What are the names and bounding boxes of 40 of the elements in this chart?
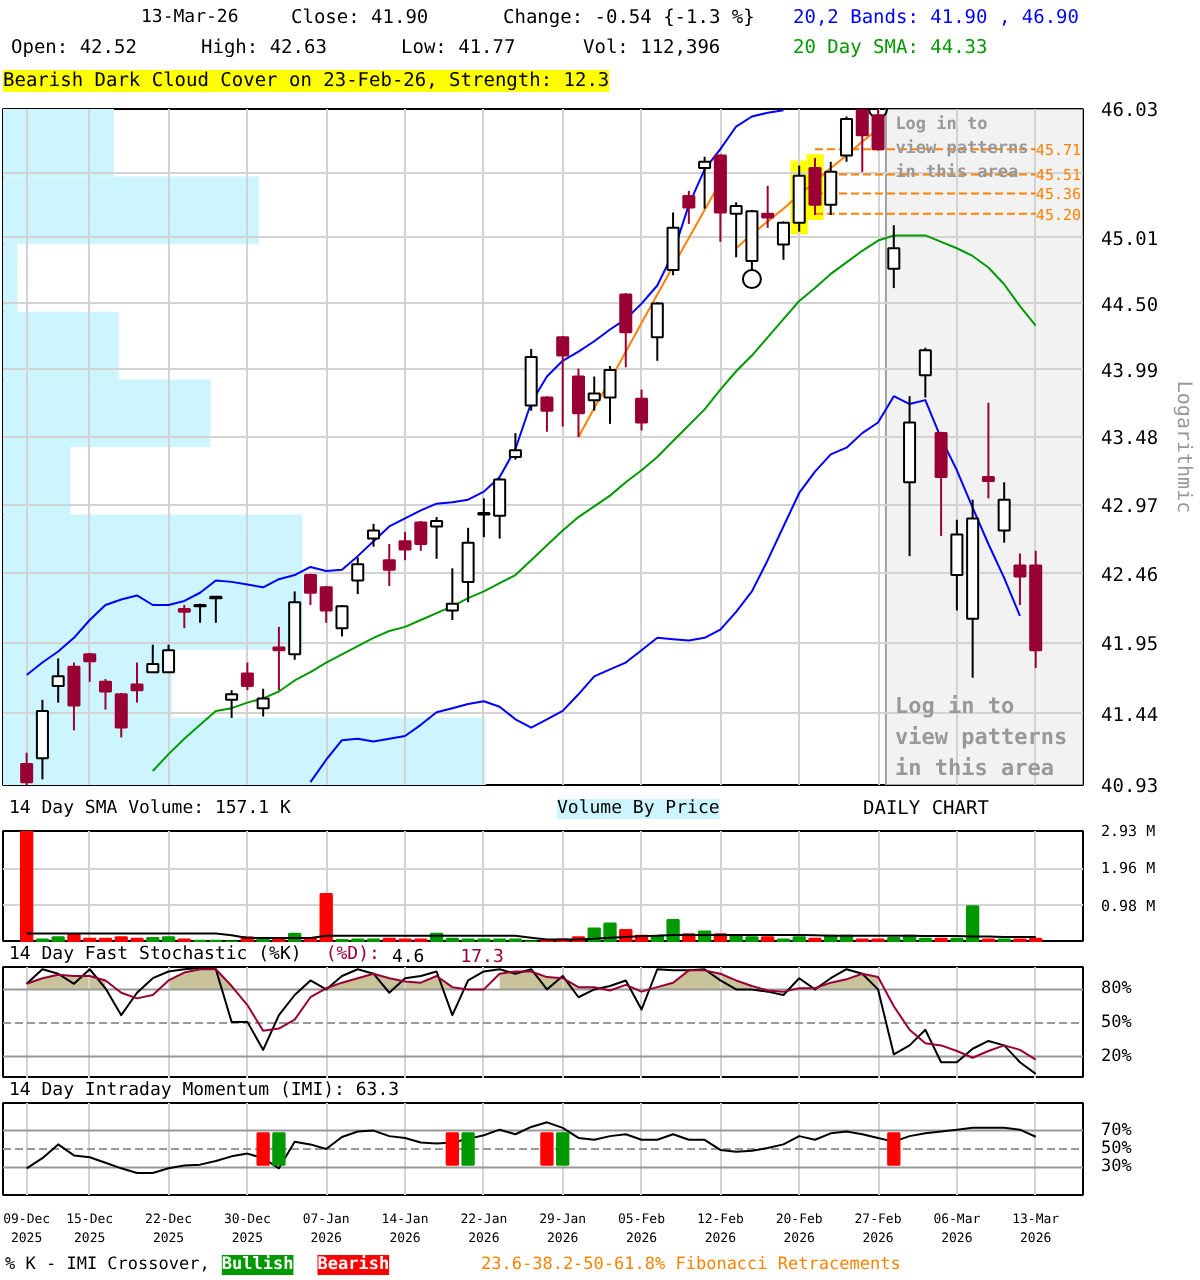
- y-tick-label: 50%: [1101, 1139, 1132, 1159]
- y-axis-title: Logarithmic: [1172, 380, 1195, 514]
- y-tick-label: 41.44: [1101, 704, 1159, 727]
- series-label: 14 Day Fast Stochastic (%K): [9, 945, 302, 965]
- series-label: (%D):: [325, 945, 380, 965]
- annotation: 17.3: [460, 948, 504, 968]
- text: Volume By Price: [557, 799, 720, 819]
- y-tick-label: 43.99: [1101, 360, 1159, 383]
- y-tick-label: 50%: [1101, 1013, 1132, 1033]
- text: Bearish Dark Cloud Cover on 23-Feb-26, Strength: 12.3: [3, 70, 610, 92]
- text: Change: -0.54 {-1.3 %}: [503, 7, 755, 29]
- text: High: 42.63: [201, 37, 327, 59]
- y-tick-label: 46.03: [1101, 100, 1159, 122]
- text: 14 Day SMA Volume: 157.1 K: [9, 799, 292, 819]
- text: Bearish: [317, 1255, 390, 1275]
- text: Bullish: [221, 1255, 294, 1275]
- y-tick-label: 43.48: [1101, 428, 1159, 451]
- y-tick-label: 80%: [1101, 979, 1132, 1000]
- annotation: 4.6: [391, 948, 425, 968]
- y-tick-label: 45.01: [1101, 229, 1159, 251]
- text: Low: 41.77: [401, 37, 516, 59]
- text: DAILY CHART: [863, 798, 990, 820]
- y-tick-label: 44.50: [1101, 294, 1159, 317]
- y-tick-label: 42.97: [1101, 496, 1159, 518]
- text: 20,2 Bands: 41.90 , 46.90: [793, 7, 1080, 29]
- y-tick-label: 40.93: [1101, 776, 1159, 798]
- legend-title: % K - IMI Crossover,: [5, 1255, 210, 1275]
- text: Open: 42.52: [11, 37, 137, 59]
- text: Vol: 112,396: [583, 37, 721, 59]
- chart-title: 13-Mar-26: [141, 8, 239, 28]
- text: Close: 41.90: [291, 7, 429, 29]
- y-tick-label: 70%: [1101, 1120, 1132, 1141]
- annotation: Log in to view patterns in this area: [895, 693, 1068, 782]
- chart-title: 14 Day Intraday Momentum (IMI): 63.3: [9, 1081, 400, 1101]
- y-tick-label: 41.95: [1101, 634, 1159, 657]
- y-tick-label: 30%: [1101, 1157, 1132, 1178]
- y-tick-label: 20%: [1101, 1046, 1132, 1067]
- text: 20 Day SMA: 44.33: [793, 37, 988, 59]
- y-tick-label: 42.46: [1101, 564, 1159, 587]
- text: 23.6-38.2-50-61.8% Fibonacci Retracements: [481, 1255, 901, 1275]
